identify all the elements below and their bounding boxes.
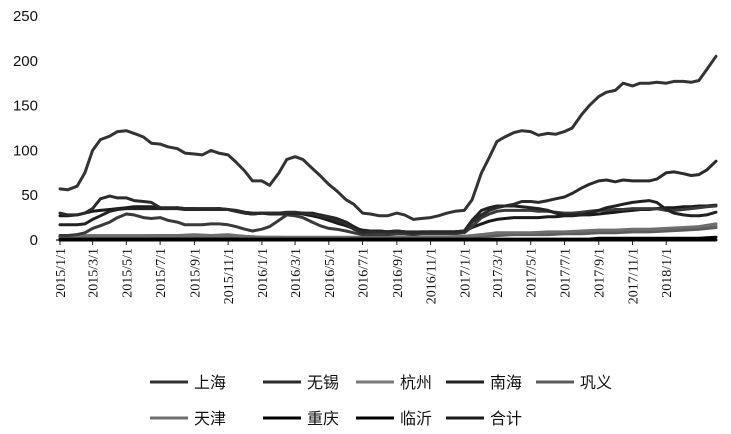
- legend-item: 重庆: [263, 409, 339, 428]
- x-tick-label: 2015/1/1: [54, 248, 69, 298]
- x-tick-label: 2015/11/1: [222, 248, 237, 304]
- x-tick-label: 2016/7/1: [357, 248, 372, 298]
- legend-item: 南海: [446, 373, 522, 392]
- series-line-无锡: [58, 159, 718, 235]
- x-tick-label: 2017/1/1: [458, 248, 473, 298]
- legend-item: 天津: [150, 409, 226, 428]
- x-axis: 2015/1/1 2015/3/1 2015/5/1 2015/7/1 2015/9/1…: [54, 239, 716, 304]
- x-tick-label: 2018/1/1: [660, 248, 675, 298]
- y-tick-label: 250: [13, 8, 38, 25]
- legend-item: 无锡: [263, 373, 339, 392]
- series-layer: [58, 54, 718, 242]
- x-tick-label: 2017/9/1: [593, 248, 608, 298]
- legend-label: 巩义: [580, 373, 612, 392]
- x-tick-label: 2015/9/1: [188, 248, 203, 298]
- legend-label: 杭州: [400, 373, 432, 392]
- legend-label: 天津: [194, 409, 226, 428]
- x-tick-label: 2016/3/1: [289, 248, 304, 298]
- legend-item: 合计: [446, 409, 522, 428]
- y-tick-label: 200: [13, 53, 38, 70]
- x-tick-label: 2015/5/1: [120, 248, 135, 298]
- legend-item: 上海: [150, 373, 226, 392]
- legend-label: 上海: [194, 373, 226, 392]
- x-tick-label: 2016/1/1: [256, 248, 271, 298]
- legend-label: 合计: [490, 409, 522, 428]
- series-line-天津: [58, 222, 718, 239]
- legend-label: 无锡: [307, 373, 339, 392]
- y-tick-label: 100: [13, 142, 38, 159]
- x-tick-label: 2017/5/1: [525, 248, 540, 298]
- x-tick-label: 2017/11/1: [626, 248, 641, 304]
- legend-label: 南海: [490, 373, 522, 392]
- x-tick-label: 2017/3/1: [491, 248, 506, 298]
- legend-item: 杭州: [356, 373, 432, 392]
- y-tick-label: 150: [13, 98, 38, 115]
- x-tick-label: 2015/3/1: [87, 248, 102, 298]
- legend-label: 临沂: [400, 409, 432, 428]
- series-line-上海: [58, 54, 718, 221]
- legend-item: 临沂: [356, 409, 432, 428]
- x-tick-label: 2016/5/1: [323, 248, 338, 298]
- legend-label: 重庆: [307, 409, 339, 428]
- legend-item: 巩义: [536, 373, 612, 392]
- y-axis: 0 50 100 150 200 250: [13, 8, 38, 249]
- x-tick-label: 2016/11/1: [425, 248, 440, 304]
- x-tick-label: 2015/7/1: [154, 248, 169, 298]
- series-line-unlabeled: [58, 204, 718, 237]
- y-tick-label: 50: [21, 187, 38, 204]
- x-tick-label: 2017/7/1: [558, 248, 573, 298]
- y-tick-label: 0: [30, 232, 38, 249]
- x-tick-label: 2016/9/1: [391, 248, 406, 298]
